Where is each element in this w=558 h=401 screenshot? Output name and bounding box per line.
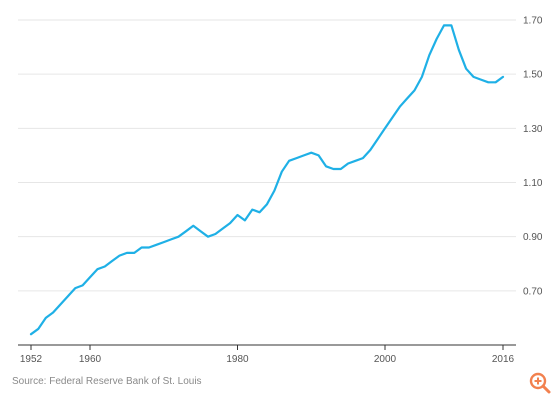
x-tick-label: 1960 [79, 354, 102, 365]
y-tick-label: 1.50 [523, 70, 543, 81]
x-tick-label: 2016 [492, 354, 515, 365]
y-axis-ticks: 0.70 0.90 1.10 1.30 1.50 1.70 [523, 16, 543, 298]
y-tick-label: 1.10 [523, 178, 543, 189]
series-line [29, 24, 505, 336]
y-tick-label: 0.90 [523, 232, 543, 243]
gridlines [18, 19, 516, 292]
x-tick-label: 1952 [20, 354, 43, 365]
x-tick-label: 2000 [374, 354, 397, 365]
x-axis-ticks: 1952 1960 1980 2000 2016 [20, 345, 515, 365]
zoom-in-button[interactable] [528, 371, 552, 395]
data-series [29, 24, 505, 336]
x-tick-label: 1980 [226, 354, 249, 365]
y-tick-label: 1.30 [523, 124, 543, 135]
y-tick-label: 1.70 [523, 16, 543, 27]
y-tick-label: 0.70 [523, 286, 543, 297]
source-note: Source: Federal Reserve Bank of St. Loui… [12, 376, 202, 387]
zoom-in-icon [529, 372, 551, 394]
